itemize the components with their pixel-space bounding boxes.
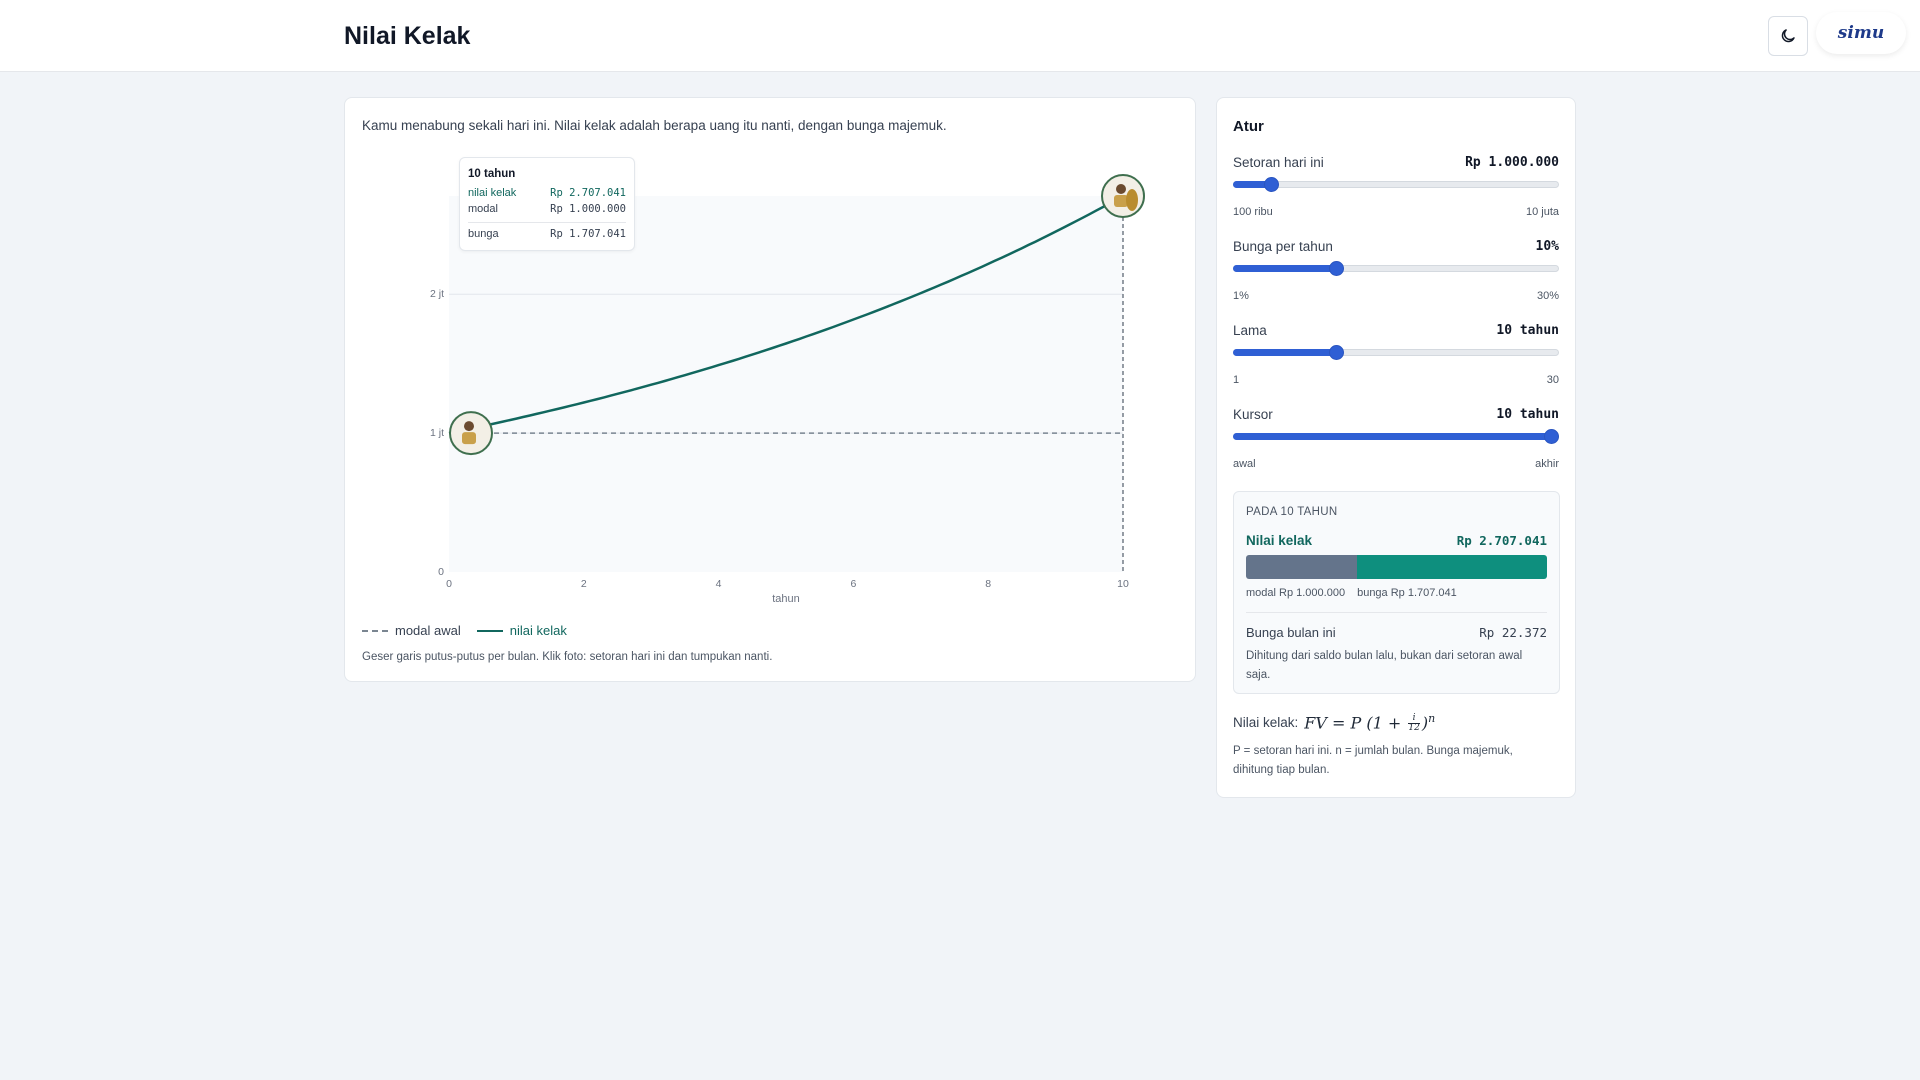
slider-lama-value: 10 tahun	[1496, 323, 1559, 338]
monthly-interest-note: Dihitung dari saldo bulan lalu, bukan da…	[1246, 650, 1523, 681]
slider-kursor-handle[interactable]	[1544, 429, 1559, 444]
legend-modal-label: modal awal	[395, 623, 461, 638]
slider-kursor-max: akhir	[1535, 458, 1559, 470]
chart-intro: Kamu menabung sekali hari ini. Nilai kel…	[362, 118, 947, 133]
legend-dash-swatch	[362, 629, 388, 632]
avatar-start-body	[462, 432, 476, 445]
tooltip-bunga-label: bunga	[468, 228, 499, 240]
slider-kursor: Kursor 10 tahun awal akhir	[1233, 407, 1559, 477]
slider-bunga-fill	[1233, 265, 1337, 272]
result-divider	[1246, 612, 1547, 613]
slider-kursor-value: 10 tahun	[1496, 407, 1559, 422]
moon-icon	[1781, 29, 1795, 43]
slider-kursor-label: Kursor	[1233, 407, 1273, 422]
slider-bunga-max: 30%	[1536, 290, 1559, 302]
slider-setoran-max: 10 juta	[1525, 206, 1559, 218]
tooltip-modal-value: Rp 1.000.000	[550, 203, 626, 215]
slider-bunga-label: Bunga per tahun	[1233, 239, 1333, 254]
page-title: Nilai Kelak	[344, 22, 471, 50]
tooltip-row-bunga: bunga Rp 1.707.041	[468, 228, 626, 240]
x-tick-label: 8	[985, 578, 991, 590]
legend-solid-swatch	[476, 629, 503, 632]
avatar-end-coins	[1126, 189, 1138, 211]
avatar-end-body	[1114, 195, 1128, 207]
result-fv-value: Rp 2.707.041	[1456, 533, 1547, 548]
avatar-start-head	[464, 421, 474, 432]
result-heading: PADA 10 TAHUN	[1246, 506, 1338, 518]
y-tick-label: 0	[438, 566, 444, 578]
formula: Nilai kelak: FV = P (1 + i 12)n	[1233, 712, 1435, 733]
slider-bunga: Bunga per tahun 10% 1% 30%	[1233, 239, 1559, 309]
chart-hint: Geser garis putus-putus per bulan. Klik …	[362, 651, 773, 663]
slider-setoran-min: 100 ribu	[1233, 206, 1273, 218]
settings-title: Atur	[1233, 118, 1264, 135]
y-tick-label: 1 jt	[430, 427, 444, 439]
plot-area	[449, 196, 1123, 572]
tooltip-bunga-value: Rp 1.707.041	[550, 228, 626, 240]
chart-tooltip: 10 tahun nilai kelak Rp 2.707.041 modal …	[459, 157, 635, 251]
logo-text: simu	[1837, 23, 1885, 43]
settings-card: Atur Setoran hari ini Rp 1.000.000 100 r…	[1216, 97, 1576, 798]
tooltip-divider	[468, 222, 626, 223]
tooltip-row-nilai: nilai kelak Rp 2.707.041	[468, 187, 626, 199]
theme-toggle-button[interactable]	[1768, 16, 1808, 56]
bar-segment-modal	[1246, 555, 1358, 579]
slider-setoran-fill	[1233, 181, 1272, 188]
tooltip-row-modal: modal Rp 1.000.000	[468, 203, 626, 215]
x-tick-label: 0	[446, 578, 452, 590]
slider-lama: Lama 10 tahun 1 30	[1233, 323, 1559, 393]
x-tick-label: 6	[850, 578, 856, 590]
y-tick-label: 2 jt	[430, 288, 444, 300]
tooltip-modal-label: modal	[468, 203, 498, 215]
result-fv-label: Nilai kelak	[1246, 533, 1313, 548]
formula-label: Nilai kelak:	[1233, 715, 1299, 731]
result-composition-bar	[1246, 555, 1547, 579]
legend-nilai-label: nilai kelak	[509, 623, 567, 638]
top-bar: Nilai Kelak simu	[0, 0, 1920, 72]
x-tick-label: 4	[716, 578, 722, 590]
slider-kursor-fill	[1233, 433, 1552, 440]
bar-segment-bunga	[1357, 555, 1547, 579]
result-breakdown: modal Rp 1.000.000 bunga Rp 1.707.041	[1246, 587, 1457, 599]
tooltip-nilai-value: Rp 2.707.041	[550, 187, 626, 199]
result-bunga-text: bunga Rp 1.707.041	[1357, 587, 1457, 599]
slider-lama-label: Lama	[1233, 323, 1267, 338]
slider-setoran: Setoran hari ini Rp 1.000.000 100 ribu 1…	[1233, 155, 1559, 225]
tooltip-nilai-label: nilai kelak	[468, 187, 517, 199]
app-logo[interactable]: simu	[1816, 12, 1906, 54]
x-tick-label: 10	[1117, 578, 1129, 590]
result-summary: PADA 10 TAHUN Nilai kelak Rp 2.707.041 m…	[1233, 491, 1560, 694]
slider-lama-min: 1	[1233, 374, 1240, 386]
result-modal-text: modal Rp 1.000.000	[1246, 587, 1346, 599]
slider-setoran-label: Setoran hari ini	[1233, 155, 1324, 170]
slider-setoran-track[interactable]	[1233, 181, 1559, 188]
slider-bunga-value: 10%	[1535, 239, 1559, 254]
slider-setoran-handle[interactable]	[1264, 177, 1279, 192]
chart-card: Kamu menabung sekali hari ini. Nilai kel…	[344, 97, 1196, 682]
formula-note: P = setoran hari ini. n = jumlah bulan. …	[1233, 745, 1513, 776]
slider-bunga-handle[interactable]	[1329, 261, 1344, 276]
monthly-interest-value: Rp 22.372	[1479, 625, 1547, 640]
future-value-chart[interactable]: 0 1 jt 2 jt 0 2 4 6 8 10 tahun	[345, 148, 1197, 608]
slider-lama-fill	[1233, 349, 1337, 356]
slider-bunga-min: 1%	[1233, 290, 1249, 302]
slider-kursor-min: awal	[1233, 458, 1256, 470]
tooltip-title: 10 tahun	[468, 168, 516, 180]
monthly-interest-label: Bunga bulan ini	[1246, 625, 1336, 640]
series-line-nilai	[448, 194, 1124, 435]
avatar-end-head	[1116, 184, 1126, 194]
x-axis-label: tahun	[772, 593, 800, 605]
formula-expression: FV = P (1 + i 12)n	[1304, 712, 1436, 734]
slider-lama-handle[interactable]	[1329, 345, 1344, 360]
chart-legend: modal awal nilai kelak	[362, 623, 567, 638]
slider-setoran-value: Rp 1.000.000	[1465, 155, 1559, 170]
slider-lama-max: 30	[1546, 374, 1559, 386]
x-tick-label: 2	[581, 578, 587, 590]
